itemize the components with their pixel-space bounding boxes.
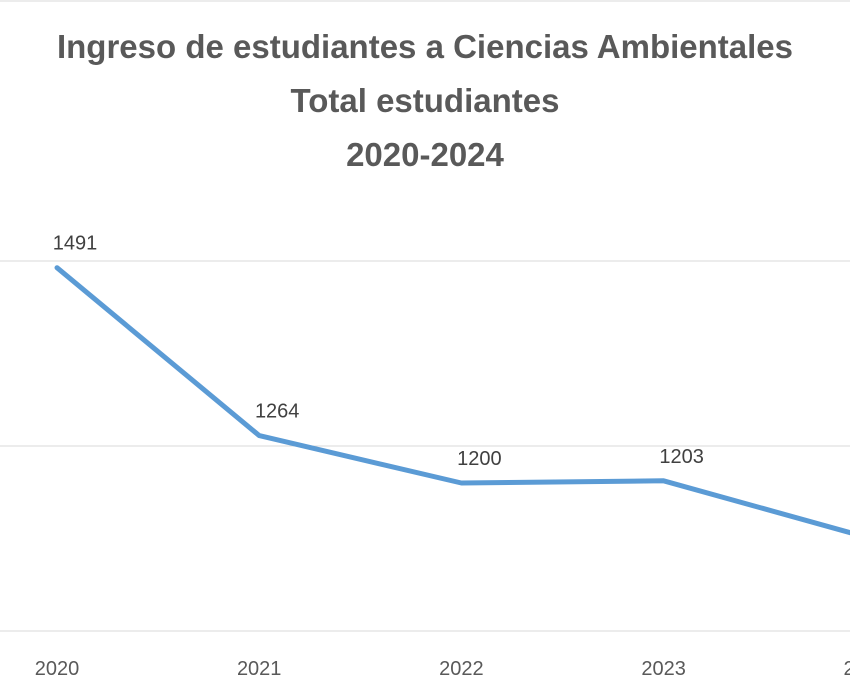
x-tick-label: 2024 [844, 658, 850, 680]
data-label: 1203 [659, 446, 704, 468]
chart-title: 2020-2024 [346, 136, 504, 173]
data-label: 1491 [53, 233, 98, 255]
x-tick-label: 2020 [35, 658, 80, 680]
data-line [54, 265, 850, 536]
chart-title: Total estudiantes [291, 82, 560, 119]
x-tick-label: 2023 [641, 658, 686, 680]
data-label: 1200 [457, 448, 502, 470]
data-label: 1264 [255, 401, 300, 423]
chart-title: Ingreso de estudiantes a Ciencias Ambien… [57, 28, 793, 65]
x-tick-label: 2022 [439, 658, 484, 680]
x-tick-label: 2021 [237, 658, 282, 680]
